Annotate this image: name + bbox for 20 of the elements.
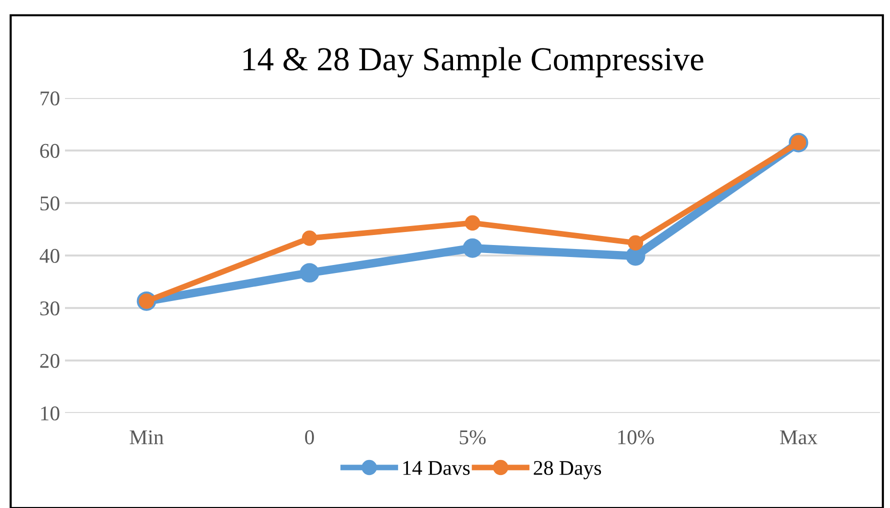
y-tick-label: 30 xyxy=(40,301,60,316)
x-tick-label: 10% xyxy=(618,430,654,444)
point xyxy=(464,215,480,231)
point xyxy=(462,238,482,258)
legend-label: 14 Davs xyxy=(403,461,470,476)
y-tick-label: 20 xyxy=(40,354,60,368)
legend-label: 28 Days xyxy=(534,460,602,480)
y-tick-label: 60 xyxy=(40,144,60,158)
x-tick-label: Max xyxy=(780,430,818,444)
x-tick-label: 0 xyxy=(305,430,314,444)
y-tick-label: 50 xyxy=(40,196,60,210)
y-tick-label: 40 xyxy=(40,248,60,263)
point xyxy=(302,230,318,246)
x-tick-label: Min xyxy=(130,430,164,444)
point xyxy=(300,263,320,283)
y-tick-label: 10 xyxy=(41,406,60,420)
point xyxy=(628,235,644,251)
y-tick-label: 70 xyxy=(40,91,60,106)
chart-title: 14 & 28 Day Sample Compressive xyxy=(244,47,704,78)
x-tick-label: 5% xyxy=(460,430,486,444)
